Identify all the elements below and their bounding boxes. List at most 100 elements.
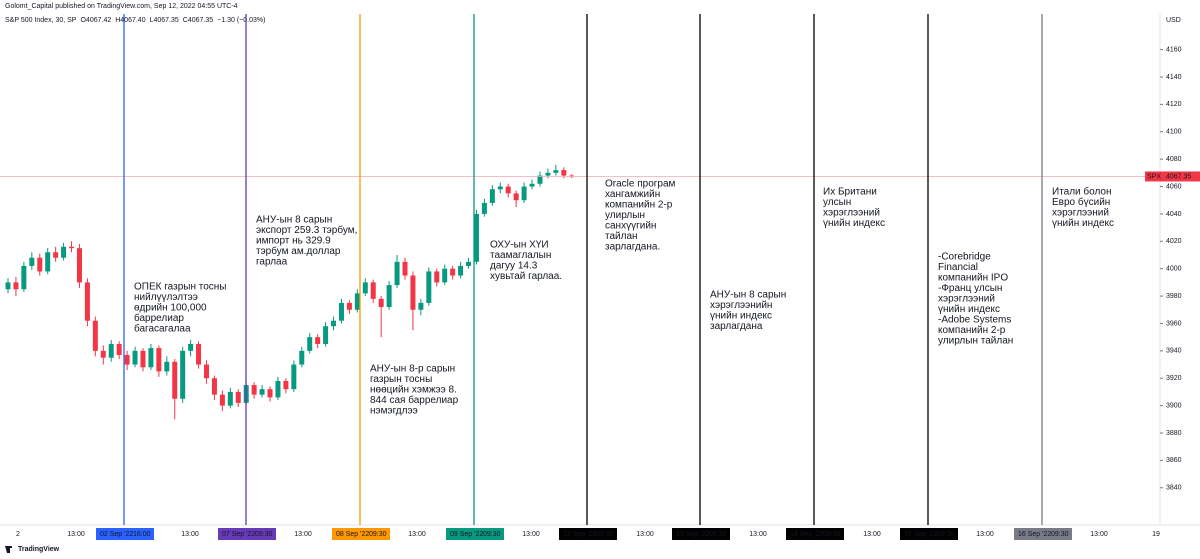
event-annotation: хэрэглээний xyxy=(823,208,880,219)
candle-body xyxy=(481,202,487,214)
last-price-symbol: SPX xyxy=(1147,173,1161,180)
event-annotation: компанийн 2-р xyxy=(605,200,673,211)
candle-body xyxy=(259,389,265,395)
candle-body xyxy=(156,348,162,372)
x-tick-label: 13:00 xyxy=(1090,531,1108,538)
candle-body xyxy=(116,343,122,355)
event-annotation: ОХУ-ын ХҮИ xyxy=(490,240,549,251)
event-date: 02 Sep '22 xyxy=(100,531,133,538)
event-annotation: үнийн индекс xyxy=(710,311,772,322)
y-tick-label: 4160 xyxy=(1166,46,1182,53)
candle-body xyxy=(434,271,440,283)
x-tick-label: 13:00 xyxy=(522,531,540,538)
candle-body xyxy=(148,348,154,368)
candle-body xyxy=(561,170,567,176)
y-tick-label: 4000 xyxy=(1166,266,1182,273)
candle-body xyxy=(45,252,51,272)
candle-body xyxy=(299,350,305,365)
event-annotation: хувьтай гарлаа. xyxy=(490,271,562,282)
candle-body xyxy=(164,361,170,372)
x-tick-label: 13:00 xyxy=(67,531,85,538)
candle-body xyxy=(291,364,297,390)
event-date: 12 Sep '22 xyxy=(563,531,596,538)
event-time: 09:30 xyxy=(369,531,387,538)
candle-body xyxy=(307,337,313,351)
x-tick-label: 13:00 xyxy=(749,531,767,538)
candle-body xyxy=(315,337,321,344)
candle-body xyxy=(188,343,194,351)
event-annotation: АНУ-ын 8 сарын xyxy=(710,290,786,301)
ohlc-header: −1.30 (−0.03%) xyxy=(217,17,265,24)
event-annotation: улирлын тайлан xyxy=(938,336,1013,347)
event-annotation: улсын xyxy=(823,197,851,208)
candle-body xyxy=(132,350,138,365)
x-tick-label: 2 xyxy=(16,531,20,538)
event-annotation: зарлагдана xyxy=(710,321,763,332)
candle-body xyxy=(53,252,59,258)
event-date-box xyxy=(446,528,504,540)
event-annotation: -Adobe Systems xyxy=(938,315,1011,326)
candle-body xyxy=(21,265,27,290)
event-date-box xyxy=(559,528,617,540)
candle-body xyxy=(553,170,559,173)
event-time: 09:30 xyxy=(255,531,273,538)
event-annotation: -Франц улсын xyxy=(938,283,1002,294)
last-price-tag xyxy=(1145,171,1200,182)
event-annotation: тайлан xyxy=(605,231,638,242)
event-annotation: дагуу 14.3 xyxy=(490,261,538,272)
event-annotation: ОПЕК газрын тосны xyxy=(134,282,227,293)
currency: USD xyxy=(1166,17,1181,24)
candle-body xyxy=(466,261,472,266)
candle-body xyxy=(410,275,416,310)
event-annotation: хэрэглээний xyxy=(1052,208,1109,219)
event-time: 09:30 xyxy=(709,531,727,538)
y-tick-label: 3900 xyxy=(1166,402,1182,409)
y-tick-label: 3920 xyxy=(1166,375,1182,382)
event-annotation: Их Британи xyxy=(823,187,877,198)
candle-body xyxy=(69,246,75,249)
x-tick-label: 13:00 xyxy=(863,531,881,538)
event-annotation: -Corebridge xyxy=(938,252,991,263)
candle-body xyxy=(29,257,35,266)
event-annotation: Financial xyxy=(938,262,978,273)
candle-body xyxy=(370,282,376,299)
candle-body xyxy=(172,361,178,399)
y-tick-label: 3880 xyxy=(1166,430,1182,437)
event-annotation: таамаглалын xyxy=(490,250,551,261)
event-annotation: Евро бүсийн xyxy=(1052,196,1110,208)
event-date-box xyxy=(900,528,958,540)
candle-body xyxy=(100,350,106,358)
event-annotation: хангамжийн xyxy=(605,189,660,200)
event-annotation: өдрийн 100,000 xyxy=(134,303,207,314)
candle-body xyxy=(37,257,43,272)
y-tick-label: 3960 xyxy=(1166,320,1182,327)
brand-logo xyxy=(5,546,12,553)
y-tick-label: 4100 xyxy=(1166,129,1182,136)
event-annotation: Oracle програм xyxy=(605,179,676,190)
event-annotation: 844 сая баррелиар xyxy=(370,394,459,406)
event-annotation: нийлүүлэлтээ xyxy=(134,292,198,303)
last-price-label: 4067.35 xyxy=(1166,173,1191,180)
candle-body xyxy=(204,364,209,379)
candle-body xyxy=(418,302,424,310)
event-date: 13 Sep '22 xyxy=(676,531,709,538)
candle-body xyxy=(362,282,368,294)
candle-body xyxy=(473,213,479,262)
candle-body xyxy=(140,350,146,368)
ohlc-header: L4067.35 xyxy=(150,17,179,24)
event-date: 08 Sep '22 xyxy=(336,531,369,538)
candle-body xyxy=(394,261,400,286)
candle-body xyxy=(235,391,241,403)
candle-body xyxy=(196,343,202,365)
y-tick-label: 4040 xyxy=(1166,211,1182,218)
event-date: 14 Sep '22 xyxy=(790,531,823,538)
candle-body xyxy=(346,302,352,310)
x-tick-label: 13:00 xyxy=(408,531,426,538)
event-annotation: АНУ-ын 8 сарын xyxy=(256,215,332,226)
x-tick-label: 13:00 xyxy=(976,531,994,538)
event-date-box xyxy=(332,528,390,540)
candle-body xyxy=(323,326,329,344)
candle-body xyxy=(354,293,360,310)
event-date: 15 Sep '22 xyxy=(904,531,937,538)
